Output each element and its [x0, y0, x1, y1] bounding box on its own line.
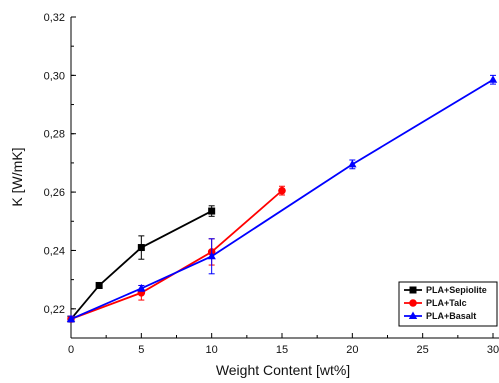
legend-item: PLA+Basalt: [404, 311, 476, 321]
series-pla-talc: [67, 185, 286, 323]
legend-marker: [409, 299, 417, 307]
y-tick-label: 0,28: [44, 129, 65, 141]
x-axis-title: Weight Content [wt%]: [216, 362, 350, 378]
x-tick-label: 10: [206, 344, 218, 356]
x-axis-ticks: 0 5 10 15 20 25 30: [68, 333, 499, 356]
x-tick-label: 15: [276, 344, 288, 356]
y-axis-ticks: 0,22 0,24 0,26 0,28 0,30 0,32: [44, 12, 76, 339]
series-layer: [66, 74, 498, 323]
x-tick-label: 25: [417, 344, 429, 356]
legend-marker: [409, 286, 417, 294]
series-pla-basalt: [66, 74, 498, 323]
data-point: [208, 207, 216, 215]
x-tick-label: 20: [346, 344, 358, 356]
plot-area: [70, 17, 499, 339]
x-tick-label: 30: [487, 344, 499, 356]
x-tick-label: 5: [138, 344, 144, 356]
data-point: [278, 186, 286, 195]
data-point: [207, 251, 216, 260]
data-point: [488, 75, 498, 83]
y-axis-title: K [W/mK]: [9, 147, 25, 206]
x-tick-label: 0: [68, 344, 74, 356]
legend-label: PLA+Talc: [426, 298, 467, 308]
data-point: [66, 314, 76, 323]
legend: PLA+Sepiolite PLA+Talc PLA+Basalt: [398, 281, 498, 327]
y-tick-label: 0,32: [44, 12, 65, 24]
data-point: [137, 244, 145, 252]
y-tick-label: 0,24: [44, 245, 65, 257]
y-tick-label: 0,30: [44, 70, 65, 82]
legend-label: PLA+Basalt: [426, 311, 476, 321]
legend-item: PLA+Sepiolite: [404, 285, 487, 295]
data-point: [95, 281, 103, 289]
y-tick-label: 0,26: [44, 187, 65, 199]
legend-label: PLA+Sepiolite: [426, 285, 487, 295]
y-tick-label: 0,22: [44, 304, 65, 316]
legend-item: PLA+Talc: [404, 298, 467, 308]
data-point: [348, 159, 357, 168]
series-line: [70, 189, 283, 320]
data-point: [137, 283, 146, 292]
series-line: [70, 210, 213, 320]
legend-entries: PLA+Sepiolite PLA+Talc PLA+Basalt: [404, 285, 487, 321]
legend-marker: [408, 311, 418, 319]
